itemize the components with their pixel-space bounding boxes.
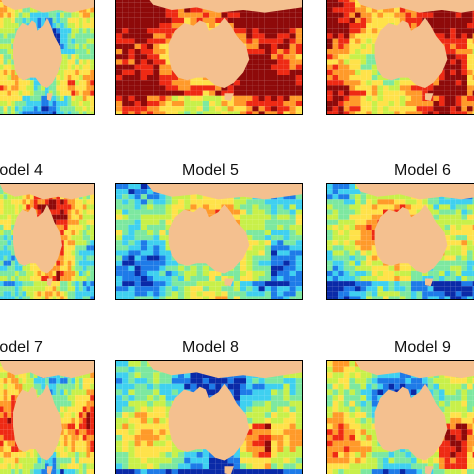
heatmap-model-4 <box>0 184 94 299</box>
heatmap-model-3 <box>327 0 474 114</box>
asia-landmass <box>0 361 94 379</box>
asia-landmass <box>355 361 474 379</box>
tasmania-landmass <box>224 466 234 474</box>
map-panel-model-5 <box>115 183 303 300</box>
tasmania-landmass <box>46 278 53 287</box>
asia-landmass <box>149 0 302 13</box>
heatmap-model-7 <box>0 361 94 474</box>
map-panel-model-2 <box>115 0 303 115</box>
australia-landmass <box>374 204 448 274</box>
asia-landmass <box>1 0 94 13</box>
australia-landmass <box>374 17 448 88</box>
panel-title-model-4: Model 4 <box>0 162 43 179</box>
panel-title-model-6: Model 6 <box>394 162 451 179</box>
map-panel-model-6 <box>326 183 474 300</box>
map-panel-model-8 <box>115 360 303 474</box>
heatmap-model-2 <box>116 0 302 114</box>
heatmap-model-8 <box>116 361 302 474</box>
map-panel-model-1 <box>0 0 95 115</box>
australia-landmass <box>374 383 448 461</box>
tasmania-landmass <box>425 93 434 101</box>
australia-landmass <box>168 383 250 461</box>
panel-title-model-5: Model 5 <box>182 162 239 179</box>
heatmap-model-5 <box>116 184 302 299</box>
asia-landmass <box>147 361 302 379</box>
australia-landmass <box>13 383 62 461</box>
tasmania-landmass <box>46 93 53 101</box>
heatmap-model-9 <box>327 361 474 474</box>
asia-landmass <box>355 184 474 200</box>
map-panel-model-3 <box>326 0 474 115</box>
australia-landmass <box>168 204 250 274</box>
map-panel-model-9 <box>326 360 474 474</box>
heatmap-model-6 <box>327 184 474 299</box>
australia-landmass <box>13 204 62 274</box>
map-panel-model-4 <box>0 183 95 300</box>
asia-landmass <box>0 184 94 200</box>
panel-title-model-7: Model 7 <box>0 339 43 356</box>
asia-landmass <box>357 0 474 13</box>
australia-landmass <box>168 17 250 88</box>
tasmania-landmass <box>46 466 53 474</box>
australia-landmass <box>13 17 62 88</box>
heatmap-model-1 <box>0 0 94 114</box>
tasmania-landmass <box>425 466 434 474</box>
panel-title-model-9: Model 9 <box>394 339 451 356</box>
panel-title-model-8: Model 8 <box>182 339 239 356</box>
map-panel-model-7 <box>0 360 95 474</box>
tasmania-landmass <box>425 278 434 287</box>
asia-landmass <box>147 184 302 200</box>
